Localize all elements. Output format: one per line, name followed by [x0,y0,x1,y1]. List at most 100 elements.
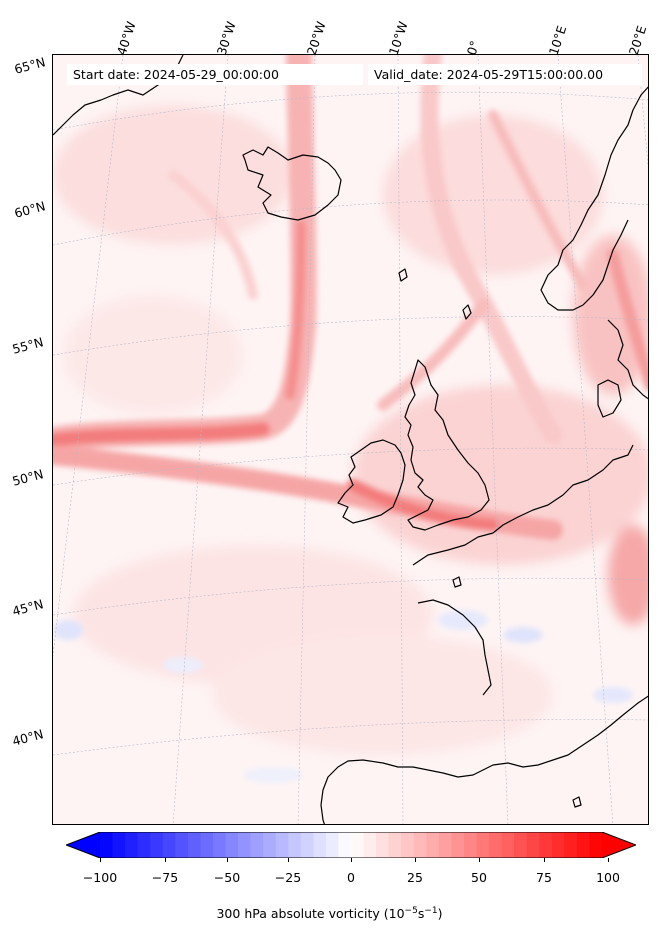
shetland [398,268,408,282]
lon-label-20e: 20°E [625,23,650,57]
lat-label-45n: 45°N [10,596,45,619]
colorbar [66,832,636,858]
cb-tickmark [227,858,228,862]
colorbar-cell [551,832,565,858]
great-britain [404,359,490,531]
cb-tick-label: −25 [274,870,302,885]
colorbar-label-end: ) [437,906,443,922]
colorbar-cell [238,832,252,858]
cb-tickmark [544,858,545,862]
colorbar-cell [539,832,553,858]
colorbar-cell [275,832,289,858]
vorticity-map [53,55,648,824]
cb-tick-label: −50 [213,870,241,885]
colorbar-cell [263,832,277,858]
biscay-coast [417,599,492,696]
colorbar-cell [187,832,201,858]
cb-tickmark [415,858,416,862]
colorbar-cell [514,832,528,858]
cb-tickmark [165,858,166,862]
colorbar-cell [413,832,427,858]
cb-tick-label: 75 [536,870,552,885]
colorbar-cell [300,832,314,858]
colorbar-cell [564,832,578,858]
cb-tick-label: −75 [151,870,179,885]
colorbar-cell [401,832,415,858]
start-date-label: Start date: 2024-05-29_00:00:00 [67,64,363,85]
channel-island [452,576,462,588]
cb-tick-label: 50 [471,870,487,885]
colorbar-cell [125,832,139,858]
map-panel [52,54,649,825]
iceland [242,146,342,221]
norway-coast [540,86,648,311]
colorbar-cell [388,832,402,858]
negative-vorticity-patches [53,610,633,783]
colorbar-cell [175,832,189,858]
cb-tickmark [608,858,609,862]
colorbar-cell [137,832,151,858]
lon-label-10w: 10°W [385,19,411,57]
denmark [597,379,622,418]
colorbar-cell [438,832,452,858]
colorbar-extend-high [602,832,636,858]
valid-date-label: Valid_date: 2024-05-29T15:00:00.00 [368,64,642,85]
colorbar-label: 300 hPa absolute vorticity (10−5s−1) [0,906,659,921]
lat-label-50n: 50°N [10,466,45,489]
iberia-coast [320,695,648,824]
colorbar-cell [288,832,302,858]
coastlines [53,55,648,824]
colorbar-cell [526,832,540,858]
lon-label-30w: 30°W [213,19,239,57]
colorbar-cell [313,832,327,858]
cb-tick-label: 0 [347,870,355,885]
cb-tickmark [100,858,101,862]
colorbar-cell [463,832,477,858]
colorbar-cell [200,832,214,858]
colorbar-extend-low [66,832,100,858]
graticule [53,55,648,824]
sweden-coast [607,319,648,400]
lat-label-60n: 60°N [12,198,47,221]
colorbar-label-exp1: −5 [404,906,418,916]
ireland [337,439,406,524]
cb-tick-label: 100 [596,870,620,885]
cb-tick-label: −100 [82,870,118,885]
colorbar-cell [501,832,515,858]
colorbar-label-main: 300 hPa absolute vorticity (10 [216,906,405,922]
colorbar-cell [100,832,114,858]
lat-label-55n: 55°N [10,334,45,357]
lon-label-20w: 20°W [303,19,329,57]
cb-tick-label: 25 [407,870,423,885]
colorbar-cell [150,832,164,858]
colorbar-cell [451,832,465,858]
vorticity-bands [53,55,648,540]
colorbar-cell [225,832,239,858]
lat-label-65n: 65°N [12,54,47,77]
colorbar-cell [338,832,352,858]
lon-label-10e: 10°E [545,23,570,57]
cb-tickmark [351,858,352,862]
colorbar-label-exp2: −1 [424,906,438,916]
colorbar-cell [212,832,226,858]
colorbar-cell [325,832,339,858]
colorbar-label-mid: s [417,906,425,922]
colorbar-cells [100,832,603,858]
balearic [572,796,582,808]
cb-tickmark [288,858,289,862]
lon-label-40w: 40°W [113,19,139,57]
colorbar-cell [576,832,590,858]
cb-tickmark [479,858,480,862]
colorbar-cell [162,832,176,858]
lat-label-40n: 40°N [10,726,45,749]
colorbar-cell [589,832,603,858]
colorbar-cell [426,832,440,858]
colorbar-cell [476,832,490,858]
faroe [462,304,472,320]
france-north-coast [412,444,634,566]
colorbar-cell [112,832,126,858]
colorbar-cell [250,832,264,858]
colorbar-cell [363,832,377,858]
colorbar-cell [376,832,390,858]
colorbar-cell [351,832,365,858]
